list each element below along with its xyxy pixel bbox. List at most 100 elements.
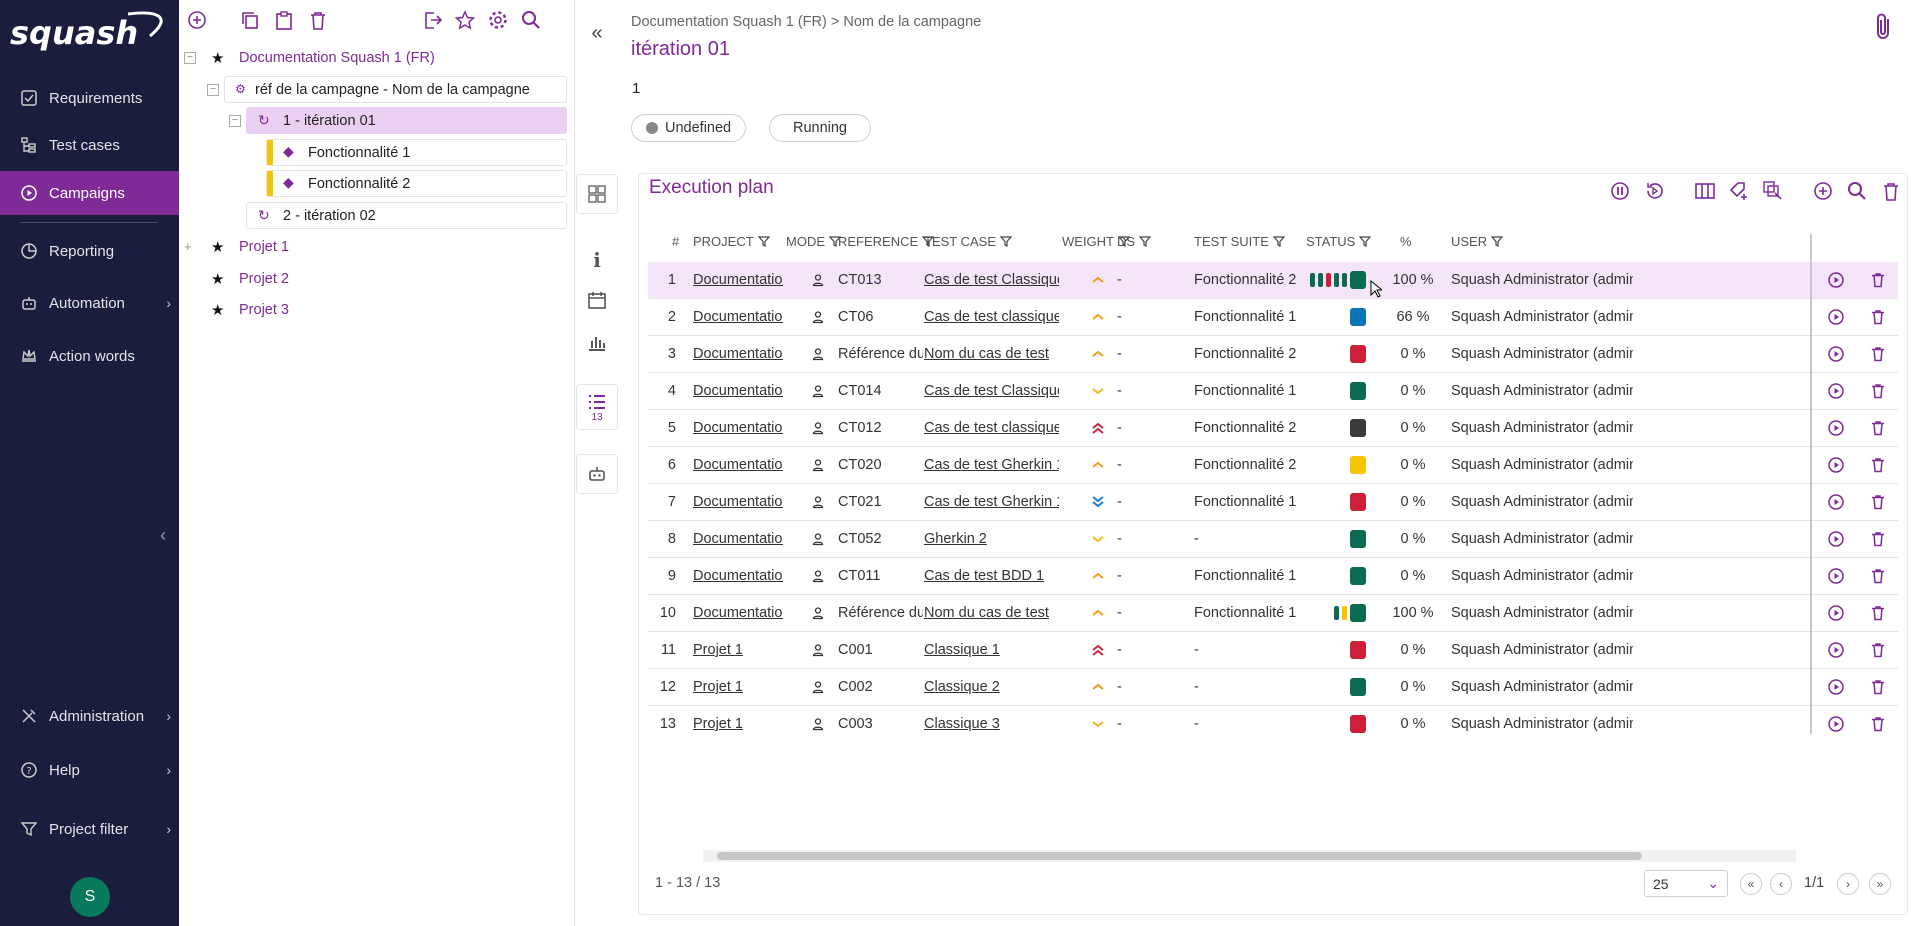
breadcrumb[interactable]: Documentation Squash 1 (FR) > Nom de la … [631, 14, 982, 30]
run-execution-icon[interactable] [1827, 308, 1845, 326]
automation-robot-icon[interactable] [576, 454, 618, 494]
col-project[interactable]: Documentatio... [693, 410, 783, 446]
execution-status-badge[interactable] [1350, 345, 1366, 363]
search-icon[interactable] [1846, 180, 1870, 204]
trash-icon[interactable] [307, 9, 329, 31]
header-col-weight[interactable]: WEIGHT [1062, 220, 1130, 262]
header-col-test-case[interactable]: TEST CASE [924, 220, 1013, 262]
tree-node-iteration-01[interactable]: − ↻ 1 - itération 01 [229, 107, 567, 134]
col-test-case[interactable]: Classique 1 [924, 632, 1059, 668]
project-link[interactable]: Documentatio... [693, 605, 783, 621]
calendar-icon[interactable] [576, 280, 618, 320]
col-status[interactable] [1306, 669, 1366, 705]
header-col-mode[interactable]: MODE [786, 220, 841, 262]
project-link[interactable]: Documentatio... [693, 531, 783, 547]
header-col-status[interactable]: STATUS [1306, 220, 1372, 262]
pause-icon[interactable] [1609, 180, 1633, 204]
filter-icon[interactable] [1000, 235, 1013, 247]
delete-row-icon[interactable] [1869, 419, 1887, 437]
add-tag-icon[interactable] [1728, 180, 1752, 204]
col-status[interactable] [1306, 299, 1366, 335]
col-status[interactable] [1306, 373, 1366, 409]
execution-status-badge[interactable] [1350, 641, 1366, 659]
col-status[interactable] [1306, 595, 1366, 631]
header-col-ds[interactable]: DS [1117, 220, 1152, 262]
expand-toggle-icon[interactable]: + [184, 239, 192, 254]
nav-reporting[interactable]: Reporting [0, 229, 179, 273]
table-row[interactable]: 2 Documentatio... CT06 Cas de test classiqu… [648, 299, 1898, 336]
execution-status-badge[interactable] [1350, 419, 1366, 437]
delete-row-icon[interactable] [1869, 678, 1887, 696]
delete-row-icon[interactable] [1869, 715, 1887, 733]
execution-status-badge[interactable] [1350, 715, 1366, 733]
col-test-case[interactable]: Nom du cas de test [924, 336, 1059, 372]
delete-row-icon[interactable] [1869, 604, 1887, 622]
page-size-select[interactable]: 25 ⌄ [1644, 870, 1728, 897]
nav-project-filter[interactable]: Project filter › [0, 807, 179, 851]
nav-action-words[interactable]: Action words [0, 334, 179, 378]
filter-icon[interactable] [829, 235, 841, 247]
table-row[interactable]: 1 Documentatio... CT013 Cas de test Classiq… [648, 262, 1898, 299]
scrollbar-thumb[interactable] [717, 852, 1642, 860]
run-execution-icon[interactable] [1827, 456, 1845, 474]
test-case-link[interactable]: Gherkin 2 [924, 531, 987, 547]
run-execution-icon[interactable] [1827, 567, 1845, 585]
test-case-link[interactable]: Nom du cas de test [924, 346, 1049, 362]
nav-administration[interactable]: Administration › [0, 694, 179, 738]
col-project[interactable]: Documentatio... [693, 373, 783, 409]
status-running-pill[interactable]: Running [769, 114, 871, 142]
project-link[interactable]: Projet 1 [693, 716, 743, 732]
run-execution-icon[interactable] [1827, 271, 1845, 289]
project-link[interactable]: Documentatio... [693, 568, 783, 584]
execution-status-badge[interactable] [1350, 456, 1366, 474]
nav-automation[interactable]: Automation › [0, 281, 179, 325]
bar-chart-icon[interactable] [576, 322, 618, 362]
table-row[interactable]: 4 Documentatio... CT014 Cas de test Classiq… [648, 373, 1898, 410]
nav-test-cases[interactable]: Test cases [0, 123, 179, 167]
col-project[interactable]: Documentatio... [693, 558, 783, 594]
nav-requirements[interactable]: Requirements [0, 76, 179, 120]
delete-row-icon[interactable] [1869, 456, 1887, 474]
execution-status-badge[interactable] [1350, 308, 1366, 326]
filter-icon[interactable] [1118, 235, 1130, 247]
delete-row-icon[interactable] [1869, 382, 1887, 400]
col-status[interactable] [1306, 336, 1366, 372]
table-row[interactable]: 13 Projet 1 C003 Classique 3 - - 0 % Squash Adm… [648, 706, 1898, 740]
col-status[interactable] [1306, 558, 1366, 594]
col-status[interactable] [1306, 521, 1366, 557]
user-avatar[interactable]: S [70, 877, 110, 917]
execution-status-badge[interactable] [1350, 382, 1366, 400]
header-col-reference[interactable]: REFERENCE [838, 220, 935, 262]
project-link[interactable]: Documentatio... [693, 309, 783, 325]
tree-node-campaign[interactable]: − ⚙ réf de la campagne - Nom de la campa… [207, 76, 567, 103]
col-status[interactable] [1306, 484, 1366, 520]
filter-icon[interactable] [757, 235, 770, 247]
col-test-case[interactable]: Cas de test classique 2 [924, 299, 1059, 335]
table-row[interactable]: 8 Documentatio... CT052 Gherkin 2 - - 0 % Squas… [648, 521, 1898, 558]
tree-node-iteration-02[interactable]: ↻ 2 - itération 02 [246, 202, 567, 229]
status-undefined-pill[interactable]: Undefined [631, 114, 747, 142]
table-row[interactable]: 7 Documentatio... CT021 Cas de test Gherkin… [648, 484, 1898, 521]
col-status[interactable] [1306, 410, 1366, 446]
export-icon[interactable] [422, 9, 444, 31]
prev-page-button[interactable]: ‹ [1770, 873, 1792, 895]
test-case-link[interactable]: Cas de test Gherkin 1 [924, 457, 1059, 473]
filter-icon[interactable] [1359, 235, 1372, 247]
run-execution-icon[interactable] [1827, 382, 1845, 400]
col-project[interactable]: Documentatio... [693, 299, 783, 335]
col-project[interactable]: Projet 1 [693, 706, 783, 740]
table-row[interactable]: 9 Documentatio... CT011 Cas de test BDD 1 - F… [648, 558, 1898, 595]
col-project[interactable]: Projet 1 [693, 632, 783, 668]
squash-logo[interactable]: squash [10, 8, 170, 56]
test-case-link[interactable]: Cas de test classique 2 [924, 309, 1059, 325]
add-icon[interactable] [186, 9, 208, 31]
col-project[interactable]: Documentatio... [693, 447, 783, 483]
collapse-tree-icon[interactable]: « [591, 21, 603, 44]
run-execution-icon[interactable] [1827, 641, 1845, 659]
col-status[interactable] [1306, 447, 1366, 483]
filter-icon[interactable] [1272, 235, 1285, 247]
run-execution-icon[interactable] [1827, 678, 1845, 696]
nav-campaigns[interactable]: Campaigns [0, 171, 179, 215]
col-test-case[interactable]: Classique 3 [924, 706, 1059, 740]
execution-status-badge[interactable] [1350, 493, 1366, 511]
